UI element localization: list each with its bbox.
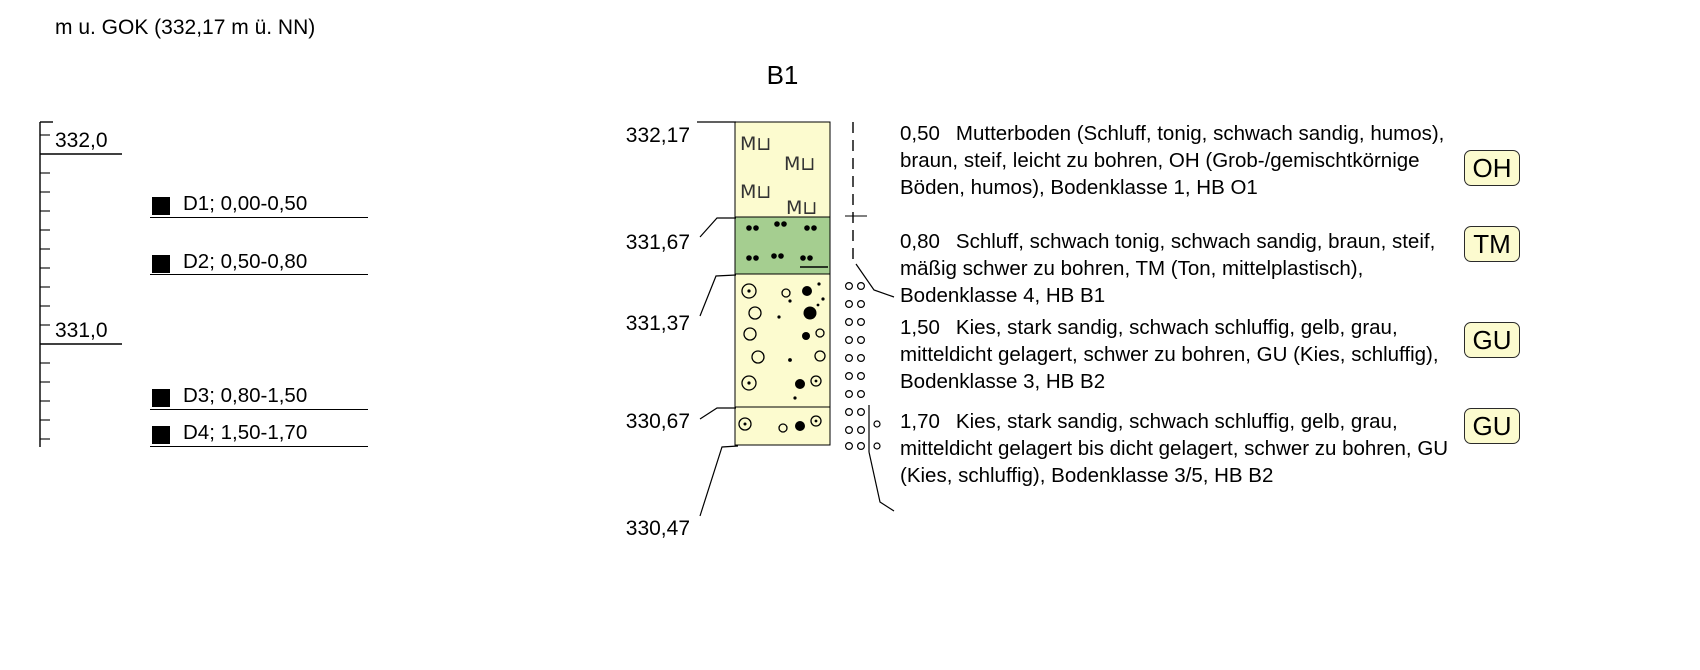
mutterboden-symbols: M⊔ M⊔ M⊔ M⊔ xyxy=(740,133,817,219)
layer-depth: 1,70 xyxy=(900,410,940,433)
silt-dot-signature xyxy=(746,221,828,268)
leader-elev-331-37 xyxy=(699,274,737,317)
ruler-label-332: 332,0 xyxy=(55,129,108,152)
mutterboden-symbol: M⊔ xyxy=(740,181,771,203)
layer-depth: 0,80 xyxy=(900,230,940,253)
depth-ruler xyxy=(39,121,122,447)
description-leaders xyxy=(855,263,895,512)
leader-desc-layer2 xyxy=(855,263,895,298)
leader-elev-331-67 xyxy=(699,217,736,238)
soil-class-badge-tm: TM xyxy=(1464,226,1520,262)
soil-class-badge-gu-2: GU xyxy=(1464,408,1520,444)
layer-text: Schluff, schwach tonig, schwach sandig, … xyxy=(900,230,1436,307)
layer-depth: 1,50 xyxy=(900,316,940,339)
elevation-label: 330,47 xyxy=(625,517,690,540)
ruler-minor-ticks xyxy=(40,134,50,440)
layer-description-2: 0,80 Schluff, schwach tonig, schwach sand… xyxy=(900,228,1460,309)
sample-label-d3: D3; 0,80-1,50 xyxy=(183,384,308,407)
layer-text: Kies, stark sandig, schwach schluffig, g… xyxy=(900,410,1449,487)
mutterboden-symbol: M⊔ xyxy=(786,197,817,219)
leader-elev-330-67 xyxy=(699,407,736,420)
datum-title: m u. GOK (332,17 m ü. NN) xyxy=(55,16,316,39)
casing-column xyxy=(844,122,881,452)
gravel-open-circle xyxy=(743,288,826,433)
soil-class-badge-gu-1: GU xyxy=(1464,322,1520,358)
layer-description-4: 1,70 Kies, stark sandig, schwach schluffi… xyxy=(900,408,1460,489)
elevation-label: 330,67 xyxy=(625,410,690,433)
sample-label-d1: D1; 0,00-0,50 xyxy=(183,192,308,215)
layer-description-1: 0,50 Mutterboden (Schluff, tonig, schwach… xyxy=(900,120,1460,201)
sample-square-d3 xyxy=(152,389,170,407)
layer-description-3: 1,50 Kies, stark sandig, schwach schluffi… xyxy=(900,314,1460,395)
elevation-leaders xyxy=(697,121,739,517)
layer-text: Kies, stark sandig, schwach schluffig, g… xyxy=(900,316,1439,393)
gravel-fine-dots xyxy=(777,282,825,400)
sample-square-d4 xyxy=(152,426,170,444)
elevation-label: 332,17 xyxy=(625,124,690,147)
layer-depth: 0,50 xyxy=(900,122,940,145)
ruler-label-331: 331,0 xyxy=(55,319,108,342)
leader-elev-330-47 xyxy=(699,445,739,517)
sample-square-d2 xyxy=(152,255,170,273)
borehole-name: B1 xyxy=(766,60,799,90)
gravel-circle-dot xyxy=(738,283,822,431)
gravel-signature xyxy=(738,282,826,433)
mutterboden-symbol: M⊔ xyxy=(740,133,771,155)
sample-square-d1 xyxy=(152,197,170,215)
sample-label-d2: D2; 0,50-0,80 xyxy=(183,250,308,273)
gravel-filled-circle xyxy=(795,286,817,431)
soil-class-badge-oh: OH xyxy=(1464,150,1520,186)
sample-markers xyxy=(150,197,368,448)
leader-desc-layer4 xyxy=(868,451,895,512)
elevation-label: 331,37 xyxy=(625,312,690,335)
sample-label-d4: D4; 1,50-1,70 xyxy=(183,421,308,444)
layer-1-rect xyxy=(734,121,831,218)
elevation-label: 331,67 xyxy=(625,231,690,254)
layer-text: Mutterboden (Schluff, tonig, schwach san… xyxy=(900,122,1445,199)
casing-circles xyxy=(844,282,881,451)
mutterboden-symbol: M⊔ xyxy=(784,153,815,175)
